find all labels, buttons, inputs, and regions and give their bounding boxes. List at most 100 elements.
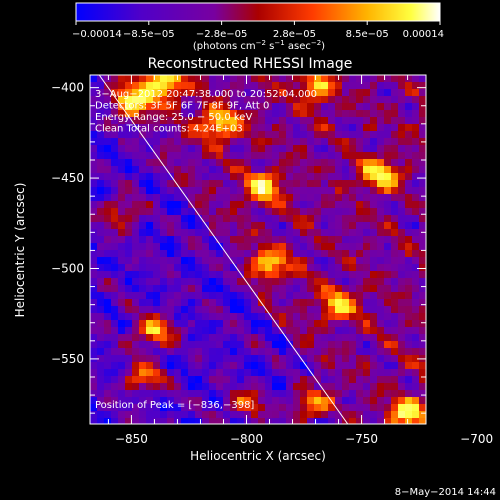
heatmap-cell bbox=[195, 159, 203, 167]
heatmap-cell bbox=[251, 229, 259, 237]
heatmap-cell bbox=[111, 215, 119, 223]
heatmap-cell bbox=[244, 257, 252, 265]
heatmap-cell bbox=[419, 313, 426, 321]
heatmap-cell bbox=[195, 362, 203, 370]
heatmap-cell bbox=[223, 180, 231, 188]
heatmap-cell bbox=[153, 404, 161, 412]
heatmap-cell bbox=[111, 138, 119, 146]
heatmap-cell bbox=[97, 180, 105, 188]
heatmap-cell bbox=[335, 159, 343, 167]
heatmap-cell bbox=[139, 292, 147, 300]
heatmap-cell bbox=[237, 82, 245, 90]
heatmap-cell bbox=[419, 404, 426, 412]
heatmap-cell bbox=[167, 103, 175, 111]
heatmap-cell bbox=[342, 96, 350, 104]
heatmap-cell bbox=[132, 103, 140, 111]
heatmap-cell bbox=[405, 362, 413, 370]
heatmap-cell bbox=[125, 243, 133, 251]
heatmap-cell bbox=[97, 334, 105, 342]
heatmap-cell bbox=[405, 208, 413, 216]
heatmap-cell bbox=[272, 369, 280, 377]
heatmap-cell bbox=[307, 264, 315, 272]
heatmap-cell bbox=[412, 215, 420, 223]
heatmap-cell bbox=[195, 138, 203, 146]
heatmap-cell bbox=[125, 271, 133, 279]
heatmap-cell bbox=[272, 110, 280, 118]
heatmap-cell bbox=[160, 257, 168, 265]
heatmap-cell bbox=[237, 257, 245, 265]
heatmap-cell bbox=[174, 110, 182, 118]
heatmap-cell bbox=[167, 397, 175, 405]
heatmap-cell bbox=[377, 145, 385, 153]
heatmap-cell bbox=[293, 383, 301, 391]
heatmap-cell bbox=[377, 341, 385, 349]
heatmap-cell bbox=[230, 250, 238, 258]
heatmap-cell bbox=[286, 397, 294, 405]
heatmap-cell bbox=[181, 124, 189, 132]
heatmap-cell bbox=[118, 208, 126, 216]
heatmap-cell bbox=[209, 159, 217, 167]
heatmap-cell bbox=[188, 89, 196, 97]
heatmap-cell bbox=[125, 285, 133, 293]
heatmap-cell bbox=[132, 131, 140, 139]
heatmap-cell bbox=[181, 82, 189, 90]
heatmap-cell bbox=[97, 243, 105, 251]
heatmap-cell bbox=[279, 320, 287, 328]
heatmap-cell bbox=[181, 173, 189, 181]
heatmap-cell bbox=[244, 418, 252, 424]
heatmap-cell bbox=[223, 418, 231, 424]
heatmap-cell bbox=[90, 194, 98, 202]
heatmap-cell bbox=[202, 201, 210, 209]
heatmap-cell bbox=[342, 264, 350, 272]
heatmap-cell bbox=[160, 82, 168, 90]
heatmap-cell bbox=[160, 173, 168, 181]
heatmap-cell bbox=[349, 320, 357, 328]
heatmap-cell bbox=[251, 264, 259, 272]
heatmap-cell bbox=[104, 313, 112, 321]
heatmap-cell bbox=[405, 117, 413, 125]
heatmap-cell bbox=[363, 236, 371, 244]
heatmap-cell bbox=[97, 138, 105, 146]
heatmap-cell bbox=[125, 229, 133, 237]
heatmap-cell bbox=[202, 334, 210, 342]
heatmap-cell bbox=[181, 96, 189, 104]
heatmap-cell bbox=[160, 418, 168, 424]
heatmap-cell bbox=[349, 376, 357, 384]
heatmap-cell bbox=[223, 243, 231, 251]
heatmap-cell bbox=[188, 187, 196, 195]
heatmap-cell bbox=[384, 327, 392, 335]
heatmap-cell bbox=[258, 243, 266, 251]
heatmap-cell bbox=[181, 222, 189, 230]
heatmap-cell bbox=[307, 229, 315, 237]
heatmap-cell bbox=[195, 285, 203, 293]
colorbar-tick-label: 8.5e−05 bbox=[346, 29, 389, 40]
heatmap-cell bbox=[384, 404, 392, 412]
heatmap-cell bbox=[209, 89, 217, 97]
heatmap-cell bbox=[258, 348, 266, 356]
heatmap-cell bbox=[118, 341, 126, 349]
heatmap-cell bbox=[405, 180, 413, 188]
heatmap-cell bbox=[111, 229, 119, 237]
heatmap-cell bbox=[237, 418, 245, 424]
heatmap-cell bbox=[300, 152, 308, 160]
heatmap-cell bbox=[125, 278, 133, 286]
heatmap-cell bbox=[265, 82, 273, 90]
heatmap-cell bbox=[97, 166, 105, 174]
heatmap-cell bbox=[132, 306, 140, 314]
heatmap-cell bbox=[174, 117, 182, 125]
heatmap-cell bbox=[279, 411, 287, 419]
heatmap-cell bbox=[363, 208, 371, 216]
heatmap-cell bbox=[370, 327, 378, 335]
heatmap-cell bbox=[321, 243, 329, 251]
heatmap-cell bbox=[237, 187, 245, 195]
heatmap-cell bbox=[146, 138, 154, 146]
heatmap-cell bbox=[265, 215, 273, 223]
heatmap-cell bbox=[181, 285, 189, 293]
heatmap-cell bbox=[216, 285, 224, 293]
heatmap-cell bbox=[188, 152, 196, 160]
heatmap-cell bbox=[153, 327, 161, 335]
heatmap-cell bbox=[97, 229, 105, 237]
heatmap-cell bbox=[125, 110, 133, 118]
heatmap-cell bbox=[216, 369, 224, 377]
heatmap-cell bbox=[146, 257, 154, 265]
